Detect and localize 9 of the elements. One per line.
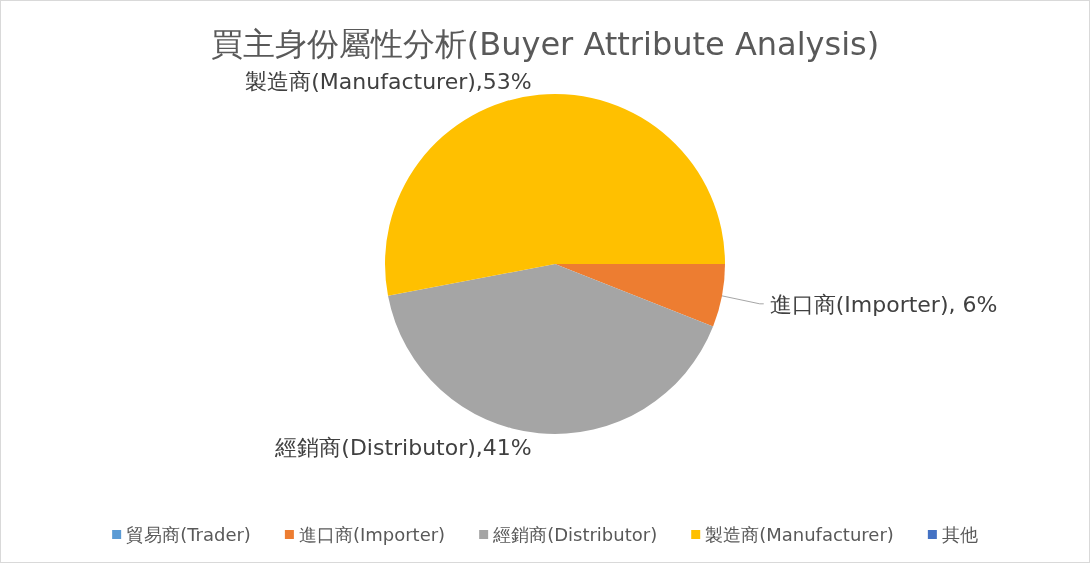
legend-label: 經銷商(Distributor)	[492, 524, 658, 545]
data-label: 製造商(Manufacturer),53%	[245, 69, 532, 95]
legend-label: 貿易商(Trader)	[126, 524, 251, 545]
chart-title: 買主身份屬性分析(Buyer Attribute Analysis)	[210, 25, 880, 63]
data-label: 進口商(Importer), 6%	[769, 291, 998, 317]
legend-label: 其他	[941, 524, 978, 545]
legend-label: 進口商(Importer)	[298, 524, 446, 545]
legend-label: 製造商(Manufacturer)	[705, 524, 894, 545]
data-label: 經銷商(Distributor),41%	[274, 434, 532, 460]
